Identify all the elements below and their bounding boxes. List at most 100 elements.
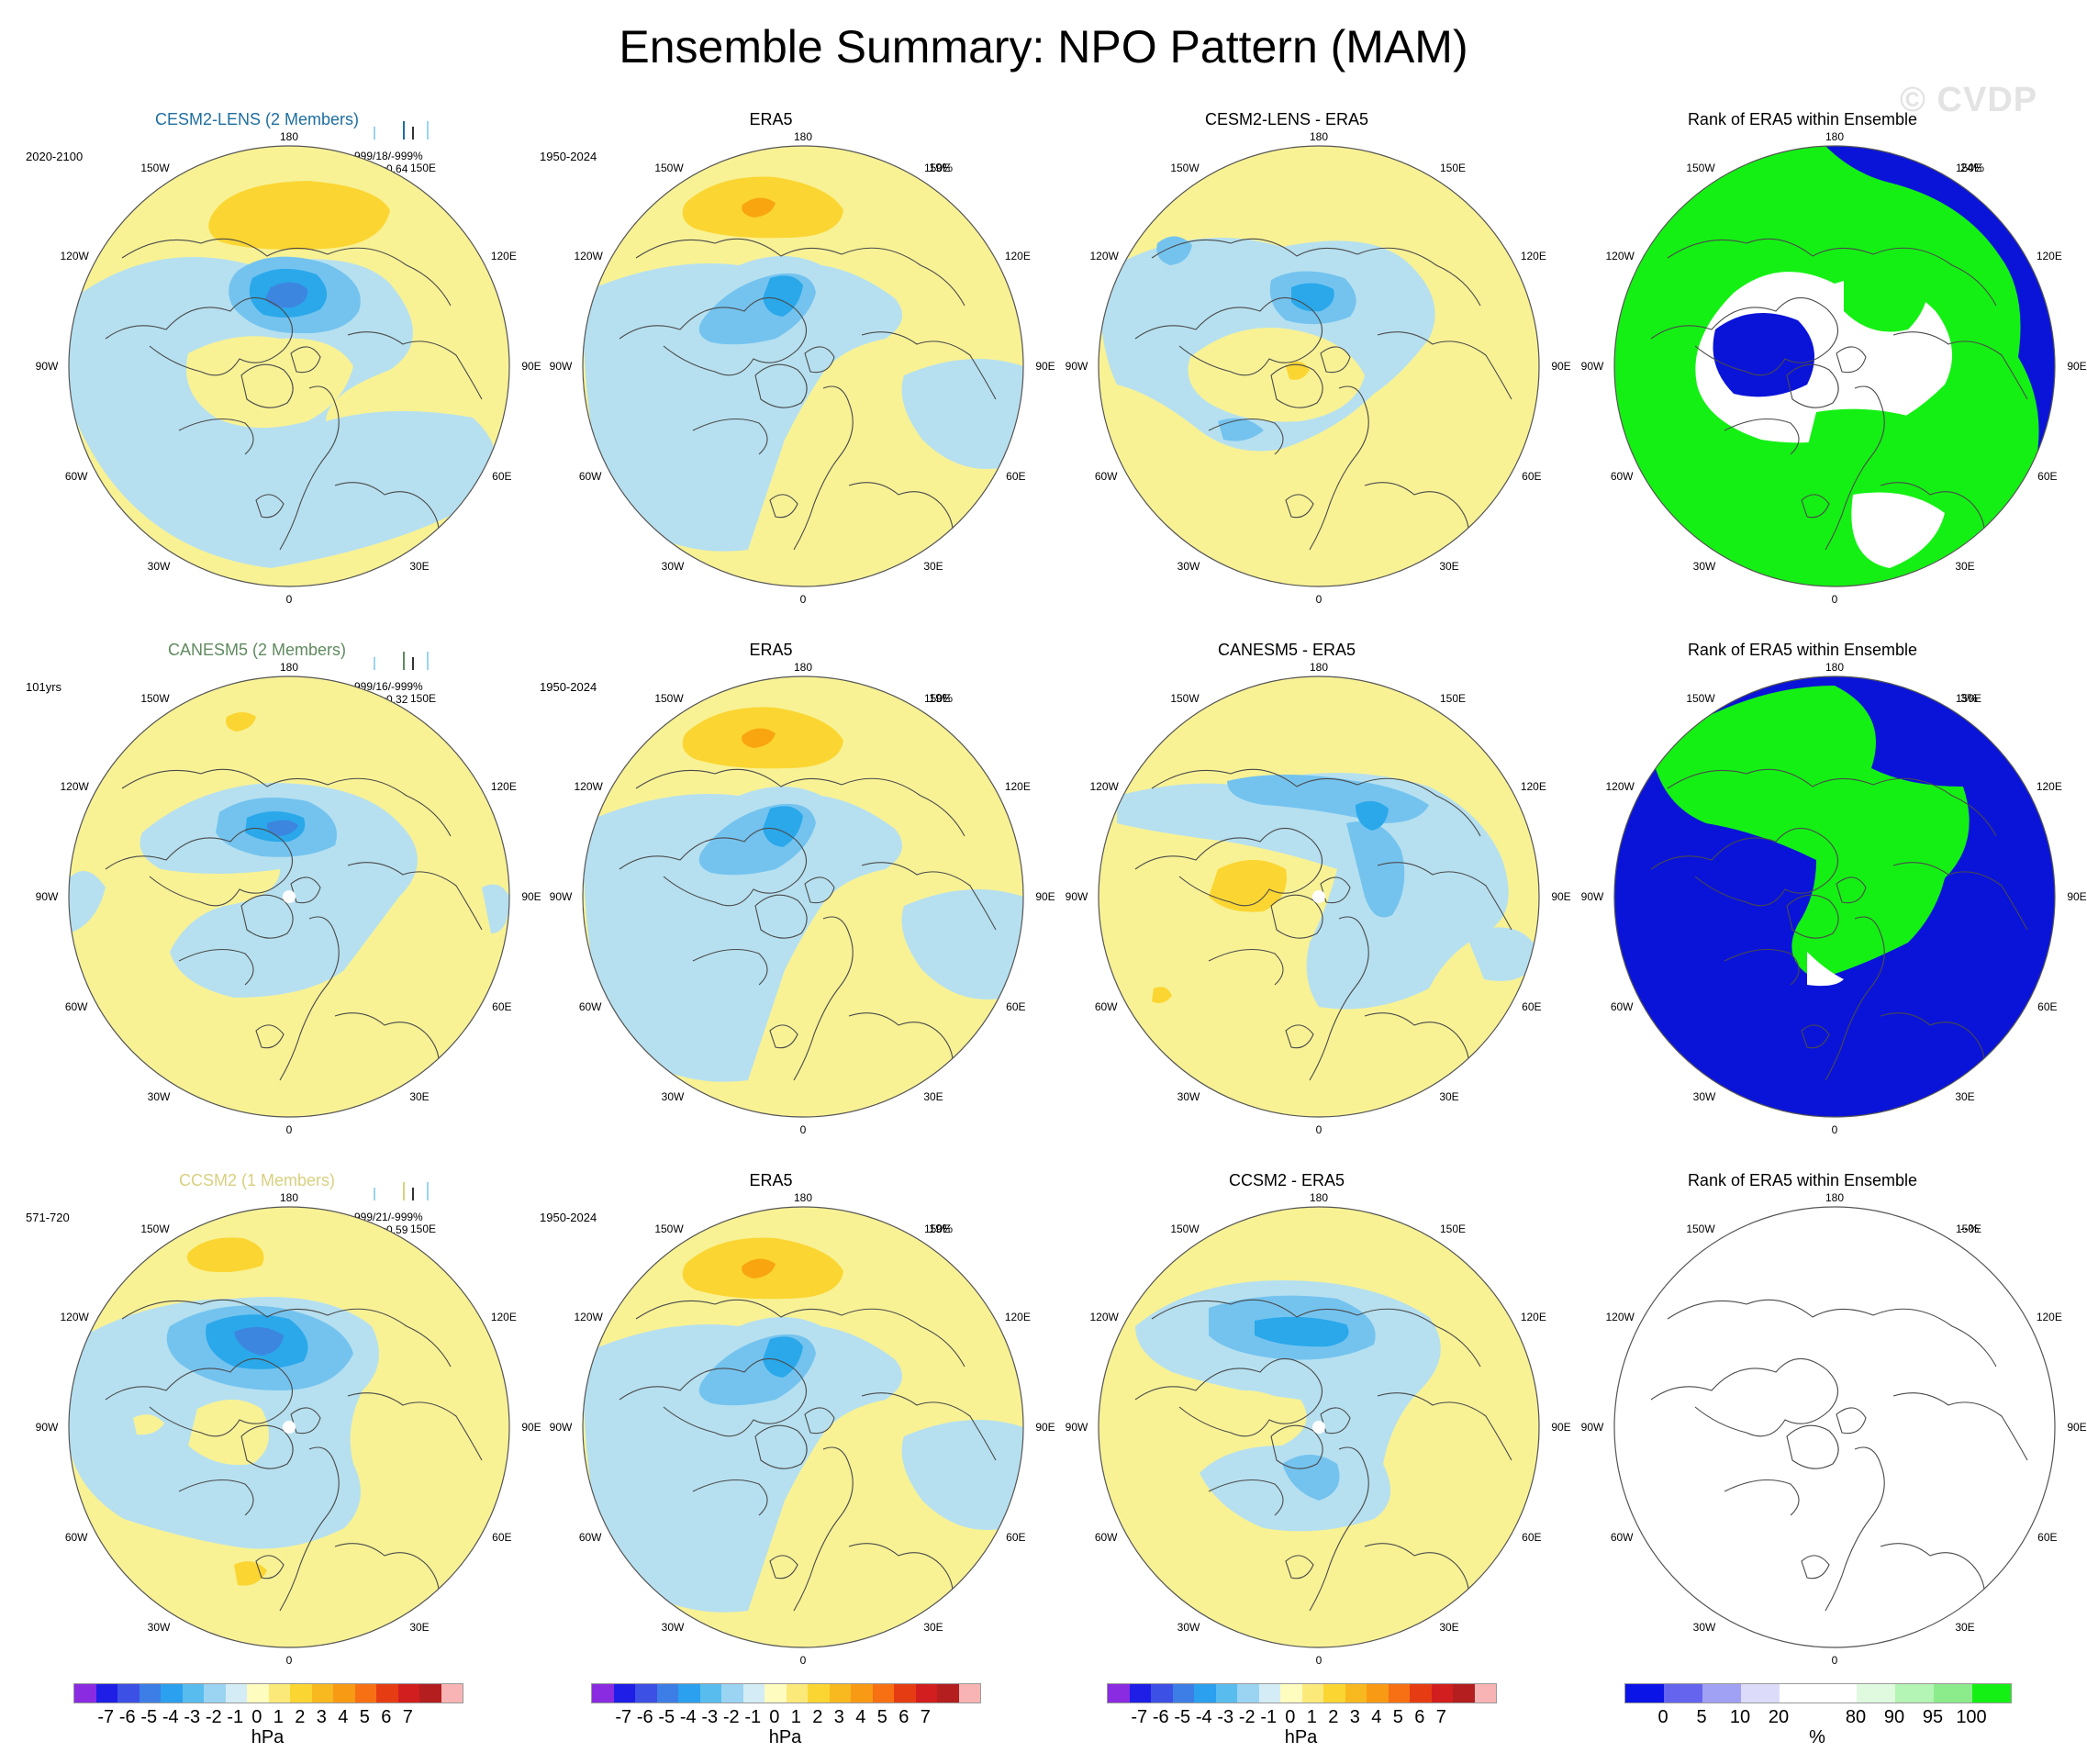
- lon-label-nne: 150E: [1955, 1223, 1982, 1236]
- map-region-rank_high: [1844, 249, 1929, 332]
- lon-label-ene: 120E: [1004, 250, 1031, 262]
- lon-label-ssw: 30W: [147, 1620, 171, 1634]
- map-border: [582, 675, 1024, 1118]
- lon-label-nne: 150E: [923, 162, 951, 175]
- lon-label-sse: 30E: [1955, 1089, 1975, 1103]
- lon-label-e: 90E: [1035, 360, 1055, 373]
- polar-map: [582, 1206, 1024, 1648]
- page-title: Ensemble Summary: NPO Pattern (MAM): [619, 21, 1468, 73]
- colorbar-label: -7: [615, 1707, 632, 1727]
- map-region-pos2: [226, 712, 256, 731]
- lon-label-w: 90W: [35, 360, 59, 373]
- lon-label-nne: 150E: [923, 692, 951, 706]
- colorbar-label: -5: [140, 1707, 158, 1727]
- lon-label-wnw: 120W: [60, 250, 89, 262]
- colorbar-label: 5: [1392, 1707, 1403, 1727]
- lon-label-wsw: 60W: [1094, 1531, 1118, 1544]
- colorbar-label: -1: [227, 1707, 244, 1727]
- lon-label-nne: 150E: [1439, 692, 1467, 706]
- coastline: [1786, 894, 1839, 939]
- polar-map: [68, 145, 510, 587]
- lon-label-wnw: 120W: [574, 1311, 603, 1323]
- colorbar-label: 1: [790, 1707, 801, 1727]
- panel-model-2: CANESM5 (2 Members)101yrs-999/16/-999%15…: [18, 641, 541, 1155]
- map-region-neg3: [763, 1336, 803, 1378]
- polar-map: [582, 145, 1024, 587]
- panel-rank-2: Rank of ERA5 within Ensemble 3% 180 150E 120…: [1564, 641, 2087, 1155]
- colorbar-swatch: [742, 1684, 764, 1703]
- map-region-pos1: [186, 336, 353, 429]
- lon-label-s: 0: [799, 1654, 807, 1667]
- colorbar-hpa: -7 -6 -5 -4 -3 -2 -1 0 1 2 3 4 5 6 7 hPa: [591, 1678, 995, 1760]
- polar-map: [68, 1206, 510, 1648]
- coastline: [240, 363, 294, 408]
- map-border: [68, 145, 510, 587]
- coastline: [1377, 331, 1512, 400]
- colorbar-swatch: [95, 1684, 117, 1703]
- lon-label-s: 0: [285, 1123, 293, 1136]
- coastline: [861, 1392, 997, 1461]
- percent-label: 19%: [929, 1222, 954, 1235]
- map-region-neg1: [482, 884, 509, 933]
- panel-diff-1: CESM2-LENS - ERA5 180 150E 120E 90E 60E 30E 0 30…: [1048, 110, 1571, 624]
- colorbar-swatch: [1410, 1684, 1432, 1703]
- colorbar-pct: 0 5 10 20 80 90 95 100%: [1624, 1678, 2028, 1760]
- coastline: [1270, 1424, 1323, 1469]
- polar-map: [1098, 675, 1540, 1118]
- colorbar-swatch: [1741, 1684, 1780, 1703]
- colorbar-label: -7: [1131, 1707, 1148, 1727]
- panel-title: ERA5: [749, 641, 793, 659]
- coastline: [334, 1543, 440, 1612]
- coastline: [1892, 1392, 2028, 1461]
- lon-label-e: 90E: [1551, 1421, 1571, 1434]
- lon-label-nnw: 150W: [654, 162, 684, 175]
- polar-map: [1098, 1206, 1540, 1648]
- lon-label-wsw: 60W: [64, 1000, 88, 1013]
- colorbar-label: -1: [744, 1707, 762, 1727]
- lon-label-w: 90W: [549, 1421, 573, 1434]
- lon-label-s: 0: [1831, 593, 1838, 606]
- coastline: [240, 1424, 294, 1469]
- polar-map: [68, 675, 510, 1118]
- colorbar-swatch: [894, 1684, 916, 1703]
- coastline: [848, 482, 954, 551]
- map-region-neg1: [140, 783, 418, 998]
- coastline: [1364, 1543, 1469, 1612]
- colorbar-swatch: [204, 1684, 226, 1703]
- colorbar-swatch: [872, 1684, 894, 1703]
- map-border: [582, 145, 1024, 587]
- colorbar-label: 5: [1696, 1707, 1707, 1727]
- lon-label-nnw: 150W: [140, 1223, 170, 1236]
- colorbar-swatch: [182, 1684, 204, 1703]
- period-label: 1950-2024: [540, 1211, 597, 1224]
- coastline: [178, 419, 254, 455]
- colorbar-label: 100: [1956, 1707, 1987, 1727]
- coastline: [279, 1446, 340, 1612]
- lon-label-sse: 30E: [1955, 1620, 1975, 1634]
- coastline: [1880, 1012, 1985, 1081]
- colorbar-swatch: [1934, 1684, 1972, 1703]
- coastline: [1786, 1424, 1839, 1469]
- colorbar-label: -4: [1195, 1707, 1212, 1727]
- colorbar-unit: hPa: [251, 1727, 285, 1747]
- colorbar-label: -3: [1217, 1707, 1234, 1727]
- colorbar-swatch: [678, 1684, 700, 1703]
- colorbar-label: -1: [1260, 1707, 1278, 1727]
- colorbar-label: 7: [1435, 1707, 1446, 1727]
- coastline: [1801, 1024, 1830, 1049]
- lon-label-wnw: 120W: [1089, 1311, 1119, 1323]
- colorbar-swatch: [592, 1684, 614, 1703]
- lon-label-nne: 150E: [1439, 162, 1467, 175]
- lon-label-ene: 120E: [490, 780, 517, 793]
- coastline: [1309, 916, 1369, 1081]
- map-region-pos3: [742, 197, 776, 218]
- lon-label-e: 90E: [521, 890, 541, 903]
- lon-label-ese: 60E: [2037, 1000, 2058, 1013]
- percent-label: 19%: [929, 691, 954, 705]
- polar-map: [1613, 675, 2056, 1118]
- map-region-neg2: [1346, 821, 1405, 918]
- lon-label-n: 180: [1309, 661, 1329, 674]
- coastline: [255, 1555, 285, 1580]
- lon-label-n: 180: [279, 130, 299, 143]
- lon-label-ene: 120E: [2036, 1311, 2062, 1323]
